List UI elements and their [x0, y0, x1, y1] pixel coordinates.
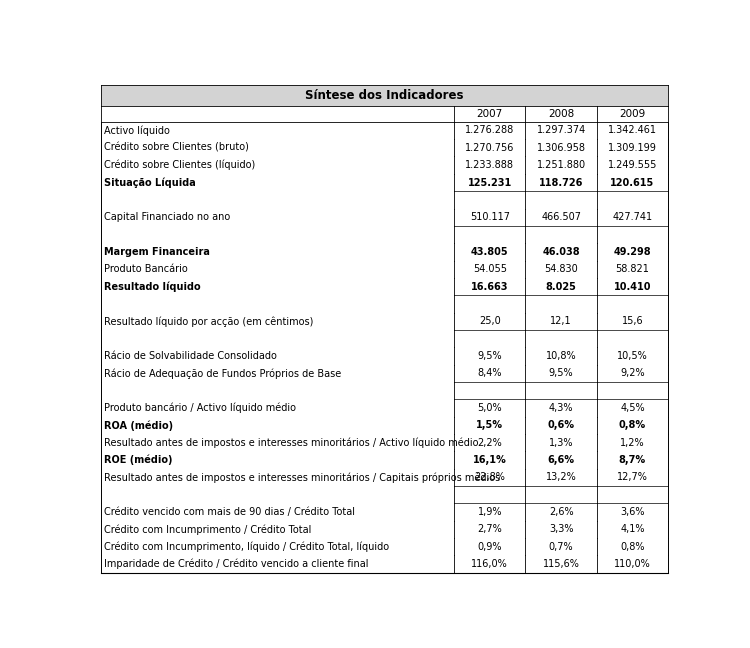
Text: 8,7%: 8,7% — [619, 455, 646, 465]
Text: 1.306.958: 1.306.958 — [536, 143, 586, 153]
Text: 4,5%: 4,5% — [620, 403, 645, 413]
Text: 115,6%: 115,6% — [543, 559, 580, 569]
Text: 510.117: 510.117 — [470, 212, 510, 222]
Text: 1.276.288: 1.276.288 — [465, 126, 514, 135]
Text: 58.821: 58.821 — [616, 264, 650, 274]
Text: 2007: 2007 — [477, 109, 503, 119]
Text: Produto Bancário: Produto Bancário — [104, 264, 188, 274]
Text: 10,5%: 10,5% — [617, 351, 648, 361]
Text: 12,1: 12,1 — [550, 316, 572, 326]
Text: 2,6%: 2,6% — [549, 507, 574, 517]
Text: Situação Líquida: Situação Líquida — [104, 178, 196, 188]
Text: 8,4%: 8,4% — [478, 368, 502, 378]
Text: 1.297.374: 1.297.374 — [536, 126, 586, 135]
Text: 16.663: 16.663 — [471, 282, 509, 292]
Text: 3,6%: 3,6% — [620, 507, 645, 517]
Text: 16,1%: 16,1% — [473, 455, 507, 465]
Text: Imparidade de Crédito / Crédito vencido a cliente final: Imparidade de Crédito / Crédito vencido … — [104, 559, 369, 570]
Text: 0,8%: 0,8% — [620, 542, 645, 551]
Text: 1,9%: 1,9% — [478, 507, 502, 517]
Text: 2008: 2008 — [548, 109, 574, 119]
Text: Activo líquido: Activo líquido — [104, 125, 170, 135]
Text: Capital Financiado no ano: Capital Financiado no ano — [104, 212, 230, 222]
FancyBboxPatch shape — [100, 86, 668, 106]
Text: Crédito com Incumprimento, líquido / Crédito Total, líquido: Crédito com Incumprimento, líquido / Cré… — [104, 542, 389, 552]
Text: Crédito vencido com mais de 90 dias / Crédito Total: Crédito vencido com mais de 90 dias / Cr… — [104, 507, 356, 517]
Text: 5,0%: 5,0% — [478, 403, 502, 413]
Text: 3,3%: 3,3% — [549, 524, 573, 535]
Text: Crédito com Incumprimento / Crédito Total: Crédito com Incumprimento / Crédito Tota… — [104, 524, 311, 535]
Text: ROA (médio): ROA (médio) — [104, 420, 173, 430]
Text: 2,7%: 2,7% — [478, 524, 502, 535]
Text: 1.342.461: 1.342.461 — [608, 126, 657, 135]
Text: 43.805: 43.805 — [471, 247, 509, 257]
Text: 0,6%: 0,6% — [548, 421, 574, 430]
Text: Resultado líquido por acção (em cêntimos): Resultado líquido por acção (em cêntimos… — [104, 316, 314, 327]
Text: 1.309.199: 1.309.199 — [608, 143, 657, 153]
Text: 2009: 2009 — [620, 109, 646, 119]
Text: Crédito sobre Clientes (bruto): Crédito sobre Clientes (bruto) — [104, 143, 249, 153]
Text: 8.025: 8.025 — [546, 282, 577, 292]
Text: 118.726: 118.726 — [539, 178, 584, 187]
Text: 49.298: 49.298 — [614, 247, 651, 257]
Text: 10,8%: 10,8% — [546, 351, 577, 361]
Text: 10.410: 10.410 — [614, 282, 651, 292]
Text: 6,6%: 6,6% — [548, 455, 574, 465]
Text: Margem Financeira: Margem Financeira — [104, 247, 210, 257]
Text: Síntese dos Indicadores: Síntese dos Indicadores — [305, 89, 464, 102]
Text: Resultado líquido: Resultado líquido — [104, 281, 201, 292]
Text: 22,8%: 22,8% — [474, 472, 506, 482]
Text: 466.507: 466.507 — [541, 212, 581, 222]
Text: ROE (médio): ROE (médio) — [104, 455, 172, 465]
Text: Produto bancário / Activo líquido médio: Produto bancário / Activo líquido médio — [104, 402, 296, 413]
Text: 0,9%: 0,9% — [478, 542, 502, 551]
Text: 15,6: 15,6 — [622, 316, 644, 326]
Text: 1.251.880: 1.251.880 — [536, 160, 586, 170]
Text: 1.270.756: 1.270.756 — [465, 143, 514, 153]
Text: 4,1%: 4,1% — [620, 524, 645, 535]
Text: 9,5%: 9,5% — [549, 368, 574, 378]
Text: 4,3%: 4,3% — [549, 403, 573, 413]
Text: 0,8%: 0,8% — [619, 421, 646, 430]
Text: 1,2%: 1,2% — [620, 437, 645, 448]
Text: 54.830: 54.830 — [544, 264, 578, 274]
Text: 110,0%: 110,0% — [614, 559, 651, 569]
Text: 120.615: 120.615 — [610, 178, 655, 187]
Text: 1,3%: 1,3% — [549, 437, 573, 448]
Text: 0,7%: 0,7% — [549, 542, 574, 551]
Text: 1.249.555: 1.249.555 — [608, 160, 657, 170]
Text: 13,2%: 13,2% — [546, 472, 577, 482]
Text: 427.741: 427.741 — [612, 212, 652, 222]
Text: 116,0%: 116,0% — [472, 559, 509, 569]
Text: Rácio de Adequação de Fundos Próprios de Base: Rácio de Adequação de Fundos Próprios de… — [104, 368, 341, 378]
Text: 9,5%: 9,5% — [478, 351, 502, 361]
Text: 2,2%: 2,2% — [478, 437, 502, 448]
Text: Crédito sobre Clientes (líquido): Crédito sobre Clientes (líquido) — [104, 160, 256, 170]
Text: 1,5%: 1,5% — [476, 421, 503, 430]
Text: 12,7%: 12,7% — [617, 472, 648, 482]
Text: Resultado antes de impostos e interesses minoritários / Capitais próprios médios: Resultado antes de impostos e interesses… — [104, 472, 500, 483]
Text: 46.038: 46.038 — [542, 247, 580, 257]
Text: 25,0: 25,0 — [479, 316, 501, 326]
Text: 54.055: 54.055 — [472, 264, 507, 274]
Text: Resultado antes de impostos e interesses minoritários / Activo líquido médio: Resultado antes de impostos e interesses… — [104, 437, 478, 448]
Text: Rácio de Solvabilidade Consolidado: Rácio de Solvabilidade Consolidado — [104, 351, 277, 361]
Text: 1.233.888: 1.233.888 — [465, 160, 514, 170]
Text: 9,2%: 9,2% — [620, 368, 645, 378]
Text: 125.231: 125.231 — [468, 178, 512, 187]
